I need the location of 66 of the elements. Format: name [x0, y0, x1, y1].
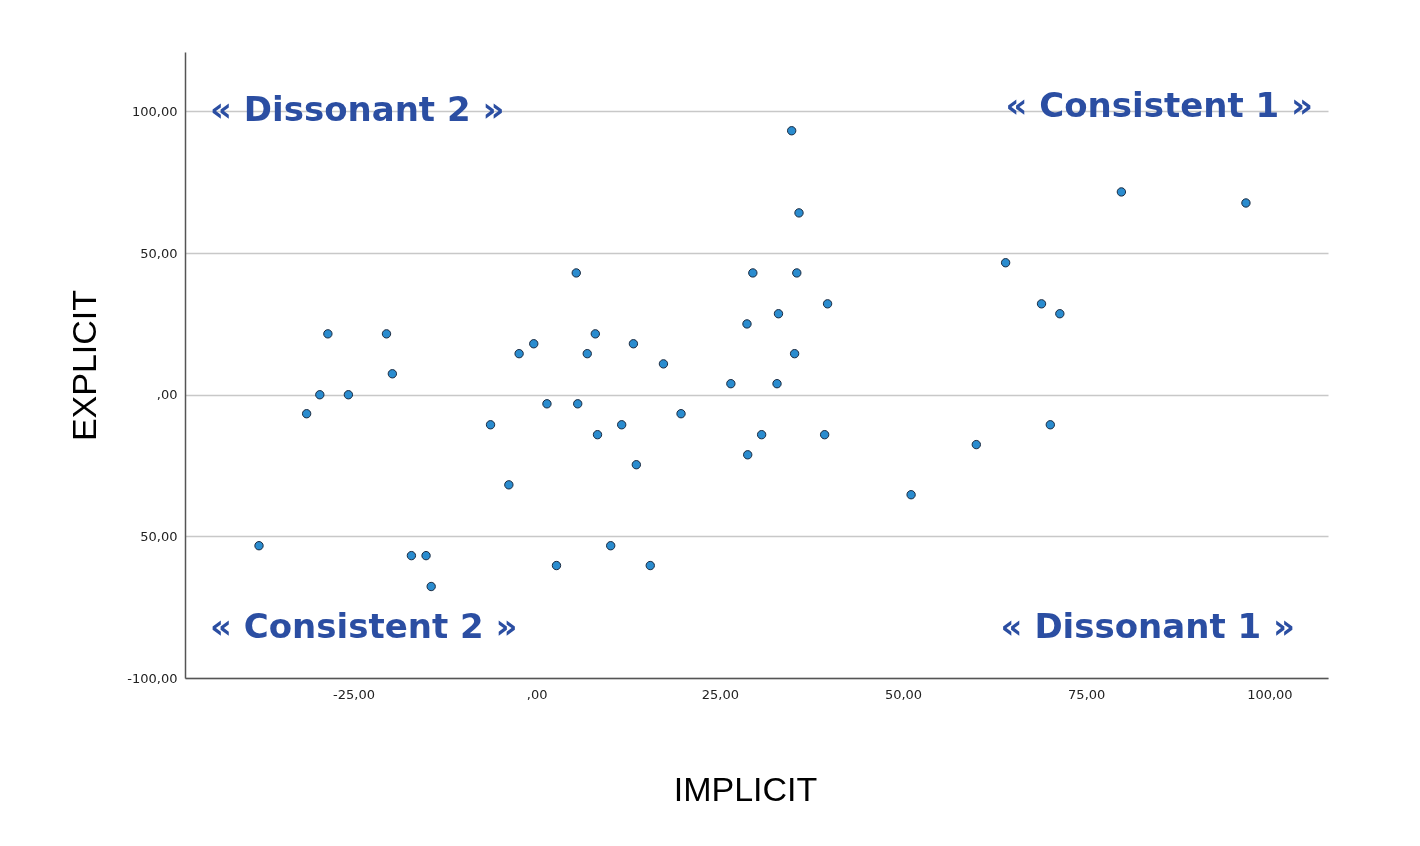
- point: [590, 329, 600, 339]
- point: [1055, 309, 1065, 319]
- point: [573, 399, 583, 409]
- point: [421, 550, 431, 561]
- point: [323, 329, 333, 339]
- x-tick-label: ,00: [526, 686, 548, 702]
- point: [822, 299, 833, 309]
- point: [772, 379, 782, 389]
- y-tick-label: 100,00: [132, 103, 178, 119]
- point: [1000, 258, 1011, 268]
- point: [819, 430, 830, 440]
- point: [1241, 198, 1251, 208]
- point: [676, 409, 686, 419]
- point: [789, 348, 800, 359]
- point: [756, 430, 767, 440]
- point: [617, 420, 627, 430]
- y-tick-label: 50,00: [140, 528, 178, 544]
- point: [631, 460, 642, 470]
- point: [381, 329, 392, 339]
- annotation: « Dissonant 2 »: [210, 89, 505, 129]
- point: [514, 348, 524, 359]
- point: [628, 339, 639, 349]
- point: [794, 208, 804, 218]
- x-tick-label: 50,00: [884, 686, 923, 702]
- point: [426, 581, 436, 592]
- point: [582, 348, 592, 359]
- point: [1045, 420, 1055, 430]
- x-tick-label: 25,00: [701, 686, 739, 702]
- point: [315, 390, 325, 400]
- point: [743, 450, 753, 460]
- point: [1116, 187, 1127, 197]
- point: [742, 319, 752, 329]
- annotation: « Consistent 1 »: [1005, 85, 1313, 125]
- y-tick-label: ,00: [156, 387, 178, 403]
- point: [301, 409, 312, 419]
- x-axis-title: IMPLICIT: [673, 769, 818, 808]
- point: [254, 541, 264, 551]
- point: [406, 550, 417, 561]
- point: [1036, 299, 1047, 309]
- point: [971, 439, 981, 450]
- point: [906, 490, 916, 500]
- y-tick-label: -100,00: [127, 670, 178, 686]
- point: [786, 126, 797, 136]
- x-tick-label: -25,00: [333, 686, 375, 702]
- point: [592, 430, 603, 440]
- point: [658, 359, 669, 369]
- point: [571, 268, 581, 278]
- point: [773, 309, 784, 319]
- point: [645, 560, 655, 571]
- point: [485, 420, 496, 430]
- point: [726, 379, 736, 389]
- y-tick-label: 50,00: [140, 245, 178, 261]
- y-axis-title: EXPLICIT: [64, 289, 103, 442]
- point: [551, 560, 562, 571]
- point: [387, 369, 398, 379]
- annotation: « Dissonant 1 »: [1000, 606, 1295, 646]
- point: [529, 339, 539, 349]
- point: [504, 480, 514, 490]
- point: [606, 541, 616, 551]
- x-tick-label: 100,00: [1247, 686, 1293, 702]
- point: [748, 268, 758, 278]
- x-tick-label: 75,00: [1068, 686, 1106, 702]
- point: [542, 399, 552, 409]
- point: [792, 268, 802, 278]
- point: [343, 390, 354, 400]
- annotation: « Consistent 2 »: [210, 606, 518, 646]
